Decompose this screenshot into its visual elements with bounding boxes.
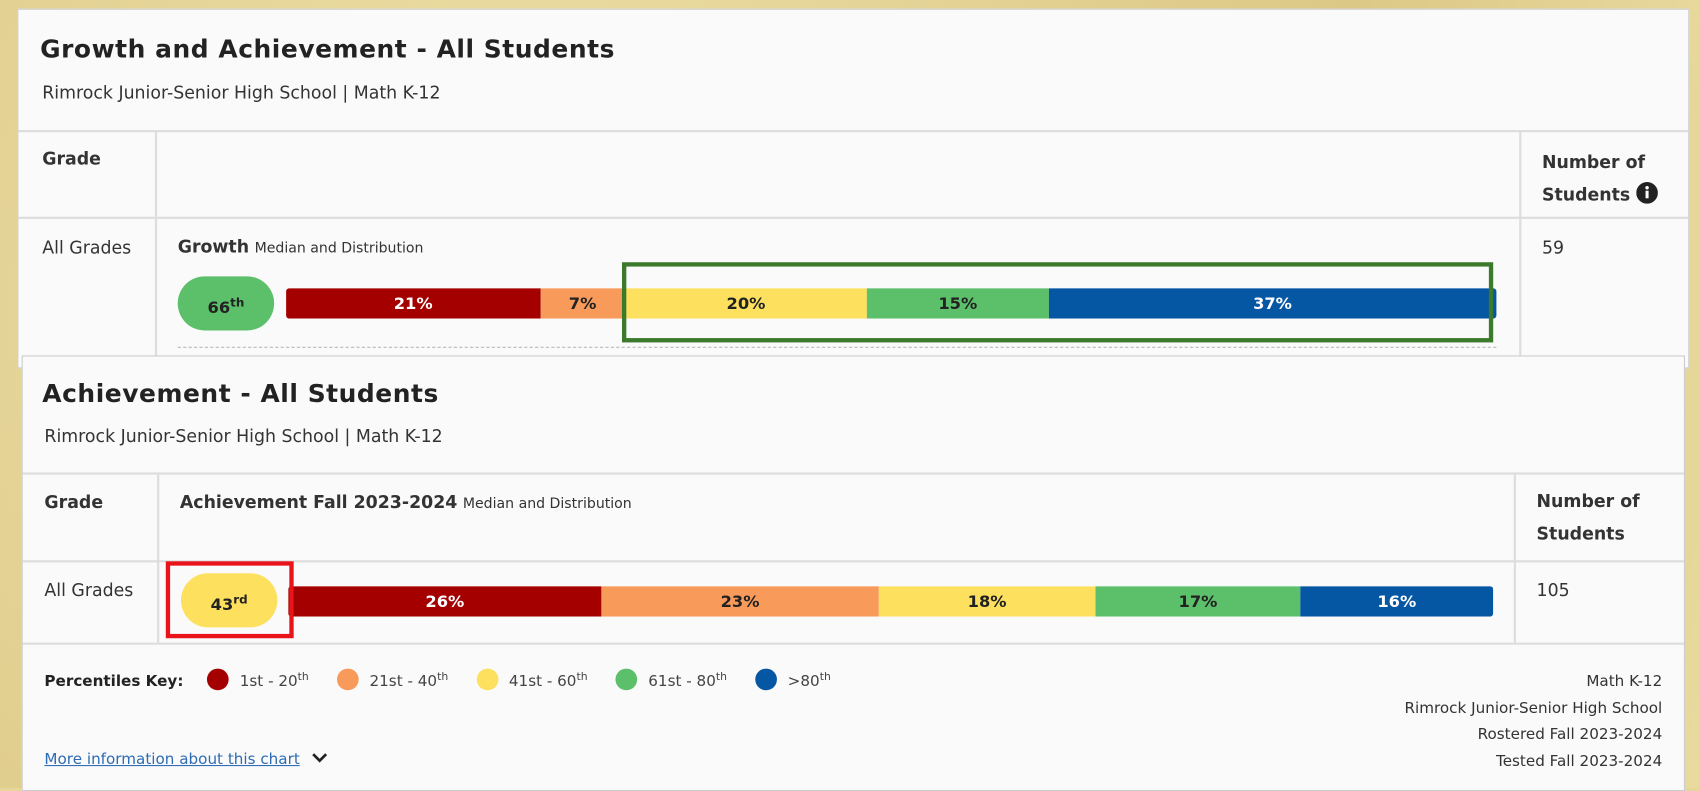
key-sup: th (297, 671, 309, 684)
segment-label: 7% (568, 293, 597, 314)
students-count: 59 (1541, 237, 1565, 258)
divider (1513, 472, 1516, 643)
divider (22, 642, 1684, 645)
panel-subtitle: Rimrock Junior-Senior High School | Math… (42, 82, 441, 103)
bar-segment: 17% (1095, 586, 1301, 617)
key-item: 61st - 80th (615, 668, 727, 691)
key-swatch (476, 668, 499, 691)
students-header: Number of Students (1536, 490, 1640, 544)
info-link-row: More information about this chart (44, 751, 328, 768)
bar-segment: 16% (1300, 586, 1494, 617)
measure-note: Median and Distribution (462, 496, 632, 513)
bar-segment: 23% (601, 586, 879, 617)
key-text: 21st - 40 (369, 672, 438, 691)
grade-header: Grade (42, 148, 101, 170)
key-sup: th (437, 671, 449, 684)
key-text: >80 (787, 672, 820, 691)
measure-name: Achievement Fall 2023-2024 (179, 491, 458, 513)
bar-segment: 20% (624, 288, 868, 319)
key-item: 1st - 20th (207, 668, 309, 691)
divider (1519, 130, 1522, 369)
students-header-text: Number of Students (1541, 151, 1646, 205)
info-icon[interactable] (1636, 182, 1658, 204)
key-text: 1st - 20 (239, 672, 298, 691)
students-header: Number of Students (1542, 146, 1661, 211)
segment-label: 23% (720, 591, 760, 612)
notes: Math K-12 Rimrock Junior-Senior High Scho… (1404, 669, 1662, 776)
highlight-box (621, 262, 1494, 343)
growth-panel: Growth and Achievement - All Students Ri… (17, 8, 1690, 369)
achievement-panel: Achievement - All Students Rimrock Junio… (21, 355, 1685, 791)
divider (22, 560, 1684, 563)
note-line: Math K-12 (1586, 672, 1663, 691)
key-item: 21st - 40th (336, 668, 449, 691)
key-sup: th (819, 671, 831, 684)
segment-label: 17% (1178, 591, 1218, 612)
divider (18, 130, 1689, 133)
segment-label: 15% (938, 293, 978, 314)
key-item: 41st - 60th (476, 668, 588, 691)
key-text: 61st - 80 (648, 672, 716, 691)
note-line: Rimrock Junior-Senior High School (1404, 699, 1663, 718)
segment-label: 21% (393, 293, 433, 314)
panel-title: Growth and Achievement - All Students (40, 35, 615, 64)
note-line: Rostered Fall 2023-2024 (1477, 726, 1663, 744)
segment-label: 26% (425, 591, 465, 612)
key-swatch (755, 668, 777, 691)
key-text: 41st - 60 (508, 672, 577, 691)
panel-subtitle: Rimrock Junior-Senior High School | Math… (44, 425, 443, 447)
divider (18, 216, 1689, 219)
median-suffix: th (230, 295, 245, 310)
median-value: 66 (207, 297, 231, 318)
segment-label: 37% (1253, 293, 1292, 314)
bar-segment: 37% (1048, 288, 1497, 319)
percentiles-key: Percentiles Key: 1st - 20th 21st - 40th 41s… (44, 668, 831, 691)
key-sup: th (576, 671, 588, 684)
panel-title: Achievement - All Students (42, 380, 439, 409)
dashed-line (177, 346, 1497, 348)
divider (157, 472, 160, 643)
note-line: Tested Fall 2023-2024 (1496, 753, 1663, 771)
students-count: 105 (1536, 579, 1570, 601)
divider (22, 472, 1684, 475)
segment-label: 18% (967, 591, 1007, 612)
bar-segment: 7% (540, 288, 625, 319)
median-pill: 66th (177, 276, 275, 331)
bar-segment: 21% (286, 288, 541, 319)
measure-note: Median and Distribution (254, 240, 424, 257)
measure: Achievement Fall 2023-2024 Median and Di… (180, 492, 632, 513)
bar-segment: 15% (867, 288, 1049, 319)
key-label: Percentiles Key: (44, 672, 184, 691)
segment-label: 16% (1377, 591, 1417, 612)
row-label: All Grades (42, 237, 132, 258)
segment-label: 20% (726, 293, 766, 314)
median-suffix: rd (233, 592, 248, 607)
median-value: 43 (210, 594, 234, 615)
measure-name: Growth (177, 236, 250, 257)
key-sup: th (715, 671, 727, 684)
grade-header: Grade (44, 491, 104, 513)
highlight-box (165, 561, 294, 639)
distribution-bar: 21% 7% 20% 15% 37% (286, 288, 1497, 319)
key-swatch (207, 668, 229, 691)
measure: Growth Median and Distribution (178, 236, 424, 257)
info-link[interactable]: More information about this chart (44, 750, 300, 769)
row-label: All Grades (44, 579, 134, 601)
key-item: >80th (755, 668, 831, 691)
divider (154, 130, 158, 369)
distribution-bar: 26% 23% 18% 17% 16% (288, 586, 1494, 617)
key-swatch (336, 668, 359, 691)
chevron[interactable] (311, 751, 328, 764)
median-pill: 43rd (180, 573, 278, 628)
bar-segment: 26% (288, 586, 602, 617)
key-swatch (615, 668, 638, 691)
bar-segment: 18% (878, 586, 1096, 617)
